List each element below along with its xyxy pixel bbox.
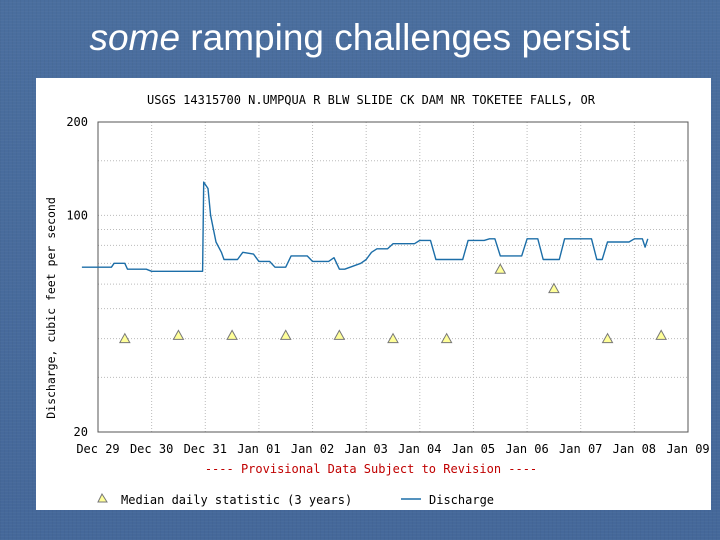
- legend-median-label: Median daily statistic (3 years): [121, 493, 352, 507]
- y-tick-label: 100: [66, 208, 88, 222]
- x-tick-label: Jan 01: [237, 442, 280, 456]
- legend: Median daily statistic (3 years) Dischar…: [97, 492, 494, 507]
- slide-title-emphasis: some: [89, 17, 181, 58]
- median-marker: [333, 329, 346, 340]
- slide-title-rest: ramping challenges persist: [180, 17, 631, 58]
- plot-frame: [97, 121, 689, 433]
- x-tick-label: Jan 05: [452, 442, 495, 456]
- x-tick-label: Dec 29: [76, 442, 119, 456]
- median-marker: [226, 329, 238, 340]
- median-markers: [118, 263, 668, 344]
- median-marker: [494, 263, 507, 274]
- y-tick-labels: 200 100 20: [66, 115, 88, 439]
- x-tick-label: Jan 04: [398, 442, 441, 456]
- y-tick-label: 20: [74, 425, 88, 439]
- median-marker: [387, 332, 399, 344]
- chart-title: USGS 14315700 N.UMPQUA R BLW SLIDE CK DA…: [147, 93, 596, 107]
- discharge-series-line: [81, 181, 649, 272]
- median-marker: [655, 329, 668, 340]
- x-tick-label: Jan 02: [291, 442, 334, 456]
- provisional-note: ---- Provisional Data Subject to Revisio…: [205, 462, 537, 476]
- x-tick-label: Jan 09: [666, 442, 709, 456]
- median-marker: [440, 332, 453, 344]
- y-axis-label: Discharge, cubic feet per second: [44, 197, 58, 419]
- legend-discharge-label: Discharge: [429, 493, 494, 507]
- median-marker: [279, 329, 292, 340]
- grid: [98, 121, 688, 432]
- x-tick-label: Jan 06: [505, 442, 548, 456]
- discharge-chart: USGS 14315700 N.UMPQUA R BLW SLIDE CK DA…: [44, 93, 710, 507]
- x-tick-label: Jan 08: [613, 442, 656, 456]
- legend-median-triangle-icon: [97, 492, 108, 503]
- x-tick-label: Jan 07: [559, 442, 602, 456]
- median-marker: [548, 282, 560, 294]
- median-marker: [172, 329, 185, 340]
- x-tick-label: Dec 30: [130, 442, 173, 456]
- x-tick-label: Jan 03: [345, 442, 388, 456]
- x-tick-label: Dec 31: [184, 442, 227, 456]
- slide-title: some ramping challenges persist: [0, 14, 720, 62]
- median-marker: [601, 332, 614, 344]
- chart-panel: USGS 14315700 N.UMPQUA R BLW SLIDE CK DA…: [36, 78, 711, 510]
- y-tick-label: 200: [66, 115, 88, 129]
- x-tick-labels: Dec 29 Dec 30 Dec 31 Jan 01 Jan 02 Jan 03 Jan …: [76, 442, 709, 456]
- median-marker: [118, 332, 131, 344]
